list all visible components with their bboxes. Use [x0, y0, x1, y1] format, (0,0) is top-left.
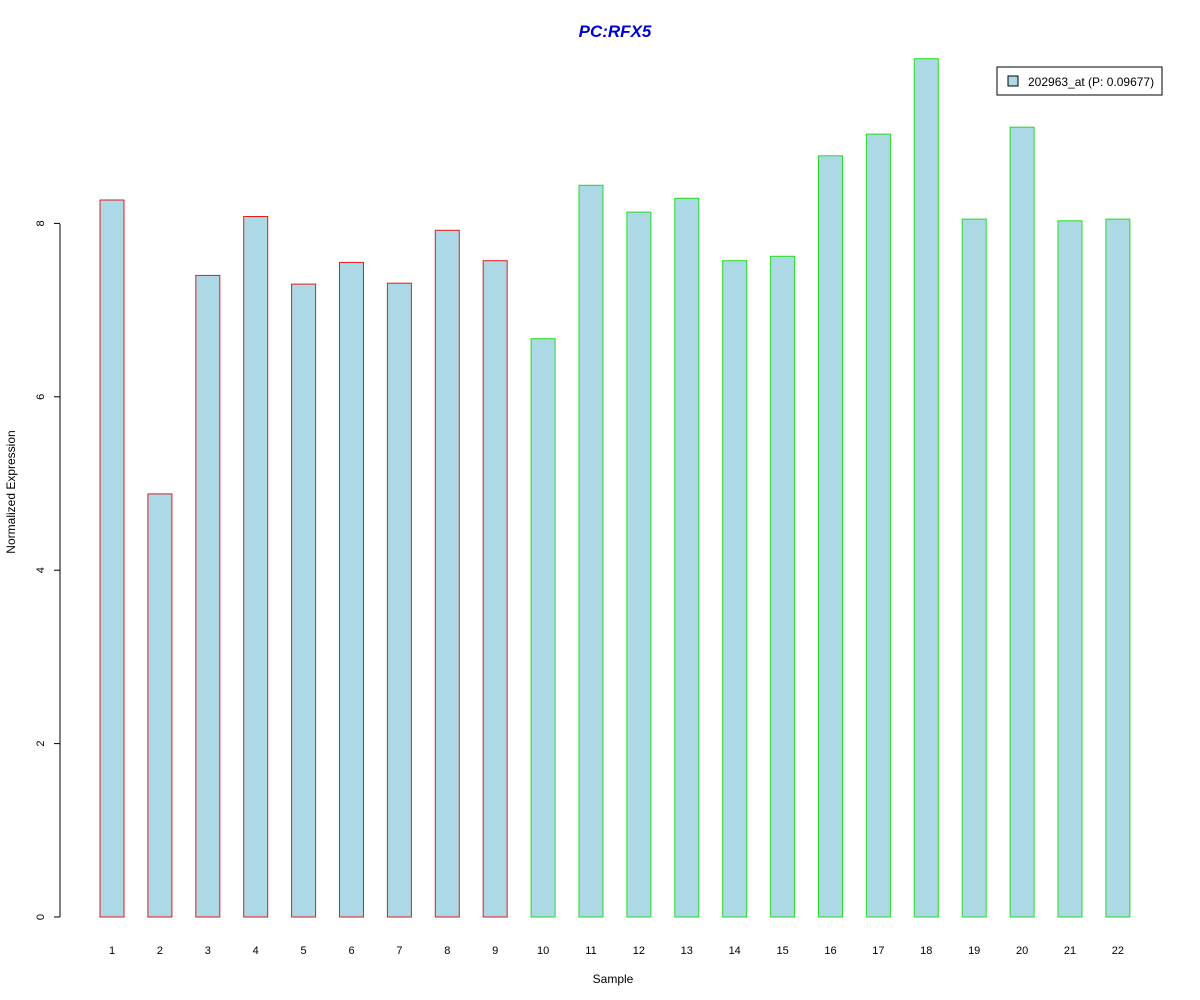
x-tick-label: 13 — [681, 945, 693, 957]
legend-label: 202963_at (P: 0.09677) — [1028, 75, 1154, 89]
bar-sample-17 — [865, 133, 891, 918]
x-tick-label: 21 — [1064, 945, 1076, 957]
x-tick-label: 6 — [348, 945, 354, 957]
x-tick-label: 5 — [301, 945, 307, 957]
y-tick-label: 8 — [35, 220, 47, 226]
bar-sample-5 — [291, 283, 317, 918]
x-tick-label: 19 — [968, 945, 980, 957]
y-tick-label: 6 — [35, 394, 47, 400]
legend-box — [996, 66, 1163, 96]
bar-sample-9 — [482, 260, 508, 918]
x-tick-label: 3 — [205, 945, 211, 957]
bar-sample-14 — [722, 260, 748, 918]
x-tick-label: 2 — [157, 945, 163, 957]
bar-sample-3 — [195, 274, 221, 918]
x-tick-label: 8 — [444, 945, 450, 957]
bar-sample-10 — [530, 338, 556, 918]
bar-sample-22 — [1105, 218, 1131, 918]
x-tick-label: 16 — [824, 945, 836, 957]
y-tick-label: 0 — [35, 914, 47, 920]
x-tick-label: 9 — [492, 945, 498, 957]
bar-sample-7 — [386, 282, 412, 918]
bar-sample-11 — [578, 184, 604, 918]
bar-sample-18 — [913, 58, 939, 918]
y-axis: 0 2 4 6 8 — [35, 220, 61, 920]
x-tick-label: 4 — [253, 945, 259, 957]
legend: 202963_at (P: 0.09677) — [996, 66, 1163, 96]
x-tick-label: 1 — [109, 945, 115, 957]
y-tick-label: 2 — [35, 741, 47, 747]
bar-sample-15 — [770, 255, 796, 918]
bar-sample-16 — [818, 155, 843, 918]
x-tick-label: 18 — [920, 945, 932, 957]
y-tick-label: 4 — [35, 567, 47, 573]
y-axis-label: Normalized Expression — [4, 430, 18, 553]
bar-sample-12 — [626, 211, 652, 918]
bar-sample-13 — [674, 197, 700, 918]
y-axis-ticks: 0 2 4 6 8 — [35, 220, 60, 920]
x-tick-label: 14 — [729, 945, 741, 957]
bar-sample-2 — [147, 493, 173, 918]
bar-sample-1 — [99, 199, 125, 918]
x-tick-label: 17 — [872, 945, 884, 957]
x-tick-label: 11 — [585, 945, 596, 957]
bar-sample-6 — [339, 261, 364, 918]
x-axis-label: Sample — [593, 972, 634, 986]
x-axis-ticks: 1 2 3 4 5 6 7 8 9 10 11 12 13 14 15 16 17 18 19 20 21 22 — [109, 945, 1124, 957]
bar-sample-20 — [1009, 126, 1035, 918]
bars — [99, 58, 1131, 918]
chart-title: PC:RFX5 — [579, 22, 652, 41]
x-tick-label: 20 — [1016, 945, 1028, 957]
x-tick-label: 10 — [537, 945, 549, 957]
bar-sample-8 — [434, 229, 460, 918]
legend-swatch — [1007, 75, 1019, 87]
x-tick-label: 12 — [633, 945, 645, 957]
x-tick-label: 22 — [1112, 945, 1124, 957]
bar-sample-4 — [243, 216, 269, 918]
x-tick-label: 15 — [776, 945, 788, 957]
bar-sample-19 — [961, 218, 987, 918]
bar-sample-21 — [1057, 220, 1083, 918]
x-tick-label: 7 — [396, 945, 402, 957]
